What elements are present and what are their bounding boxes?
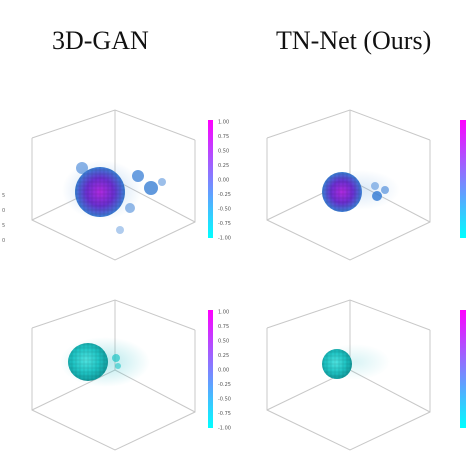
colorbar-tick-label: -0.50 <box>218 397 231 403</box>
colorbar <box>460 120 466 238</box>
voxel-fragment <box>132 170 144 182</box>
colorbar-tick-label: -0.50 <box>218 207 231 213</box>
column-title-3d-gan: 3D-GAN <box>52 26 149 55</box>
colorbar-tick-label: -1.00 <box>218 236 231 242</box>
voxel-fragment <box>158 178 166 186</box>
voxel-plot-3d-gan-top: 1.00 0.75 0.50 0.25 0.00 -0.25 -0.50 -0.75 -1.00 <box>31 109 231 261</box>
colorbar-tick-label: -1.00 <box>218 426 231 432</box>
edge-tick: 0 <box>2 238 6 244</box>
voxel-main-blob <box>322 349 352 379</box>
edge-tick: 5 <box>2 223 6 229</box>
edge-tick: 0 <box>2 208 6 214</box>
voxel-plot-tn-net-top <box>266 109 466 261</box>
colorbar-tick-label: 1.00 <box>218 310 229 316</box>
voxel-plot-tn-net-bottom <box>266 299 466 451</box>
colorbar-tick-label: 0.50 <box>218 339 229 345</box>
colorbar-tick-label: 0.25 <box>218 353 229 359</box>
colorbar <box>208 310 213 428</box>
colorbar-tick-label: 0.75 <box>218 134 229 140</box>
voxel-fragment <box>381 186 389 194</box>
voxel-fragment <box>115 363 121 369</box>
voxel-fragment <box>372 191 382 201</box>
colorbar-tick-label: -0.25 <box>218 382 231 388</box>
axis-box <box>31 109 196 261</box>
voxel-main-blob <box>68 343 108 381</box>
colorbar-tick-label: 0.75 <box>218 324 229 330</box>
voxel-fragment <box>144 181 158 195</box>
colorbar-tick-label: 0.00 <box>218 178 229 184</box>
colorbar-tick-label: 0.50 <box>218 149 229 155</box>
colorbar-tick-label: -0.75 <box>218 221 231 227</box>
voxel-main-blob <box>322 172 362 212</box>
colorbar-tick-label: 0.25 <box>218 163 229 169</box>
colorbar-tick-label: 0.00 <box>218 368 229 374</box>
voxel-fragment <box>371 182 379 190</box>
column-title-tn-net: TN-Net (Ours) <box>276 26 432 55</box>
voxel-fragment <box>76 162 88 174</box>
colorbar <box>208 120 213 238</box>
colorbar <box>460 310 466 428</box>
voxel-fragment <box>125 203 135 213</box>
colorbar-tick-label: -0.25 <box>218 192 231 198</box>
edge-tick: 5 <box>2 193 6 199</box>
voxel-fragment <box>116 226 124 234</box>
colorbar-ticks: 1.00 0.75 0.50 0.25 0.00 -0.25 -0.50 -0.75 -1.00 <box>218 120 231 242</box>
colorbar-ticks: 1.00 0.75 0.50 0.25 0.00 -0.25 -0.50 -0.75 -1.00 <box>218 310 231 432</box>
voxel-fragment <box>112 354 120 362</box>
voxel-main-blob <box>75 167 125 217</box>
colorbar-tick-label: -0.75 <box>218 411 231 417</box>
colorbar-tick-label: 1.00 <box>218 120 229 126</box>
voxel-plot-3d-gan-bottom: 1.00 0.75 0.50 0.25 0.00 -0.25 -0.50 -0.75 -1.00 <box>31 299 231 451</box>
